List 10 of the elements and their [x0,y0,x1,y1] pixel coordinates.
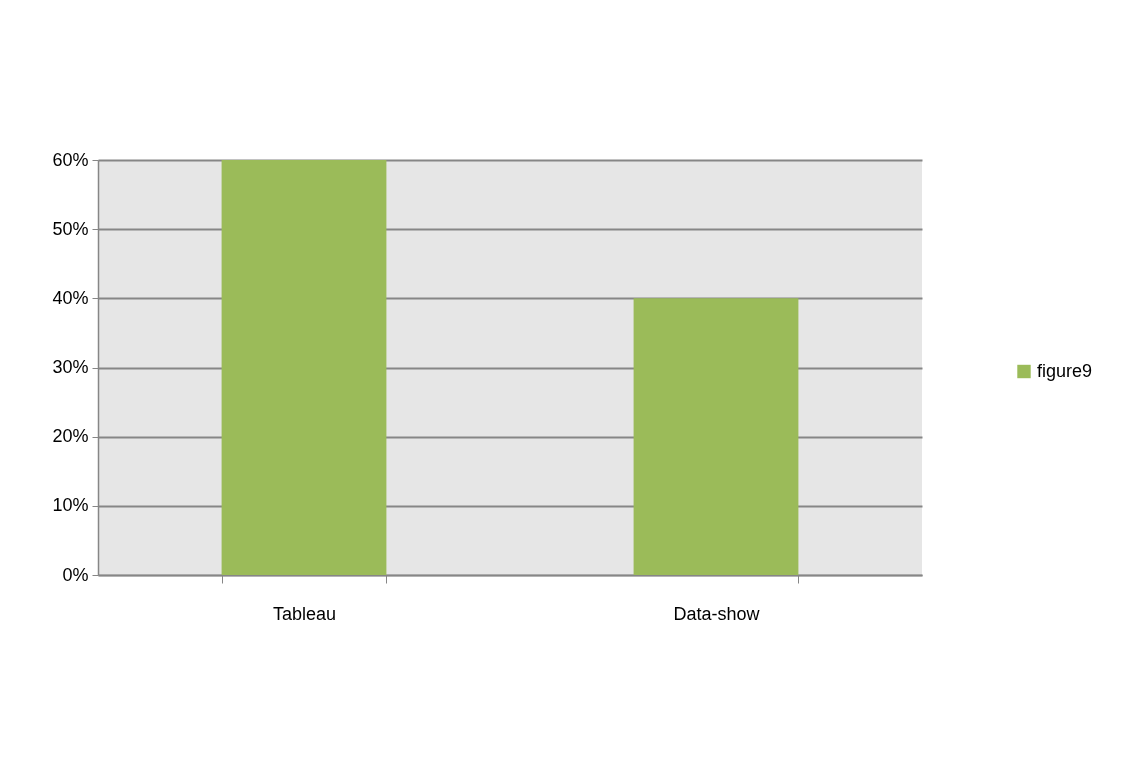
y-tick-label: 30% [52,357,89,377]
y-tick-label: 60% [52,149,89,170]
y-tick-label: 0% [62,564,89,585]
y-tick-label: 40% [52,287,89,308]
x-tick-label: Tableau [272,603,337,624]
y-tick-label: 20% [52,426,89,447]
legend-label: figure9 [1037,360,1093,381]
y-tick-label: 50% [52,218,89,239]
y-tick-label: 10% [52,495,89,516]
x-tick-label: Data-show [673,603,761,624]
